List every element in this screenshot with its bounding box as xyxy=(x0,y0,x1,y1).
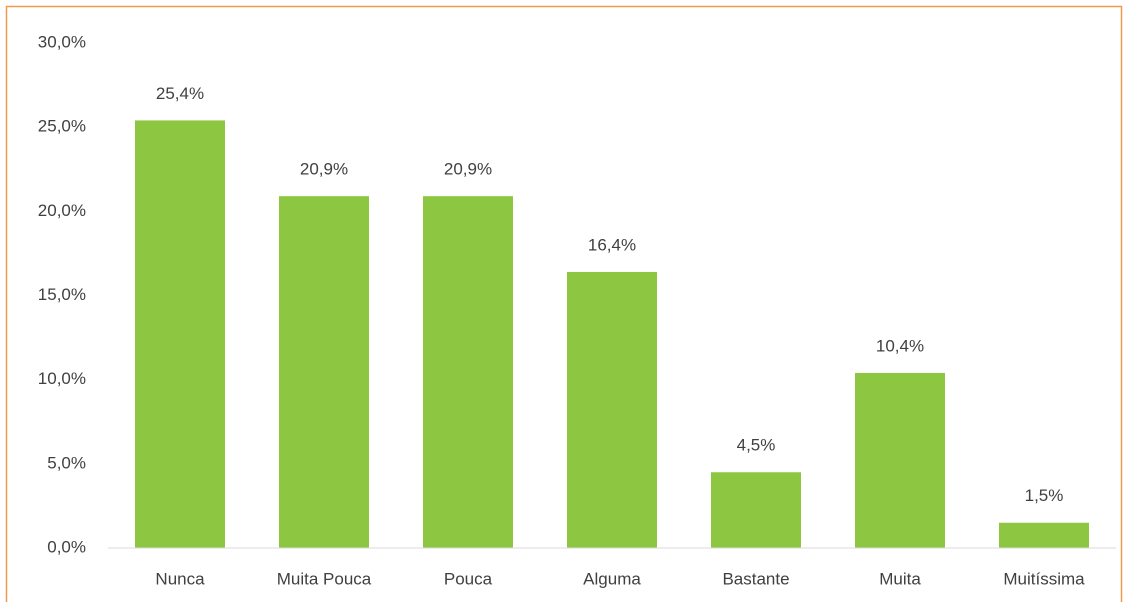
x-tick-label: Pouca xyxy=(444,569,493,588)
value-label: 10,4% xyxy=(876,336,924,355)
bar xyxy=(279,196,369,548)
y-tick-label: 20,0% xyxy=(38,201,86,220)
x-tick-label: Nunca xyxy=(155,569,205,588)
value-label: 16,4% xyxy=(588,235,636,254)
bar xyxy=(855,372,945,548)
y-tick-label: 15,0% xyxy=(38,285,86,304)
x-tick-label: Muitíssima xyxy=(1003,569,1085,588)
value-label: 20,9% xyxy=(444,160,492,179)
bar xyxy=(711,472,801,548)
bar xyxy=(567,271,657,548)
x-tick-label: Bastante xyxy=(722,569,789,588)
bar xyxy=(999,522,1089,548)
value-label: 1,5% xyxy=(1025,486,1064,505)
y-tick-label: 10,0% xyxy=(38,369,86,388)
bar xyxy=(423,196,513,548)
y-tick-label: 5,0% xyxy=(47,453,86,472)
x-tick-label: Muita xyxy=(879,569,921,588)
x-tick-label: Alguma xyxy=(583,569,641,588)
bar xyxy=(135,120,225,548)
value-label: 25,4% xyxy=(156,84,204,103)
y-tick-label: 0,0% xyxy=(47,537,86,556)
y-tick-label: 30,0% xyxy=(38,32,86,51)
value-label: 4,5% xyxy=(737,436,776,455)
x-tick-label: Muita Pouca xyxy=(277,569,372,588)
y-tick-label: 25,0% xyxy=(38,117,86,136)
value-label: 20,9% xyxy=(300,160,348,179)
